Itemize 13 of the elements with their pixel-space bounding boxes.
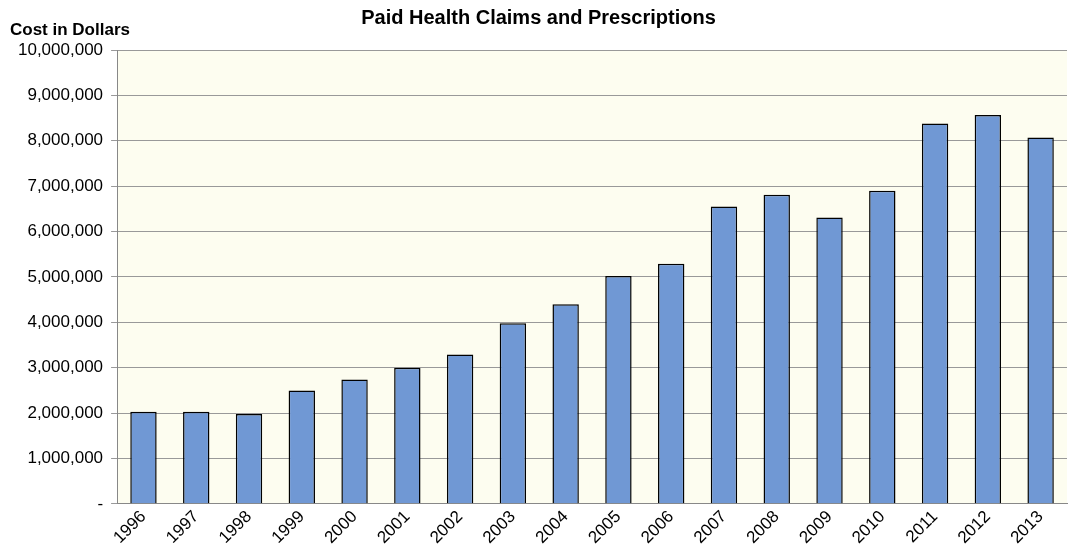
y-tick-label: - (97, 493, 104, 513)
y-tick-label: 2,000,000 (27, 402, 104, 422)
y-axis-title: Cost in Dollars (10, 20, 130, 40)
y-tick-label: 1,000,000 (27, 448, 104, 468)
y-tick-label: 4,000,000 (27, 311, 104, 331)
y-tick-label: 3,000,000 (27, 357, 104, 377)
y-tick-label: 9,000,000 (27, 85, 104, 105)
chart-title: Paid Health Claims and Prescriptions (361, 5, 716, 28)
y-tick-label: 8,000,000 (27, 130, 104, 150)
y-tick-label: 6,000,000 (27, 221, 104, 241)
y-tick-label: 5,000,000 (27, 266, 104, 286)
y-tick-label: 7,000,000 (27, 175, 104, 195)
y-tick-label: 10,000,000 (17, 39, 104, 59)
